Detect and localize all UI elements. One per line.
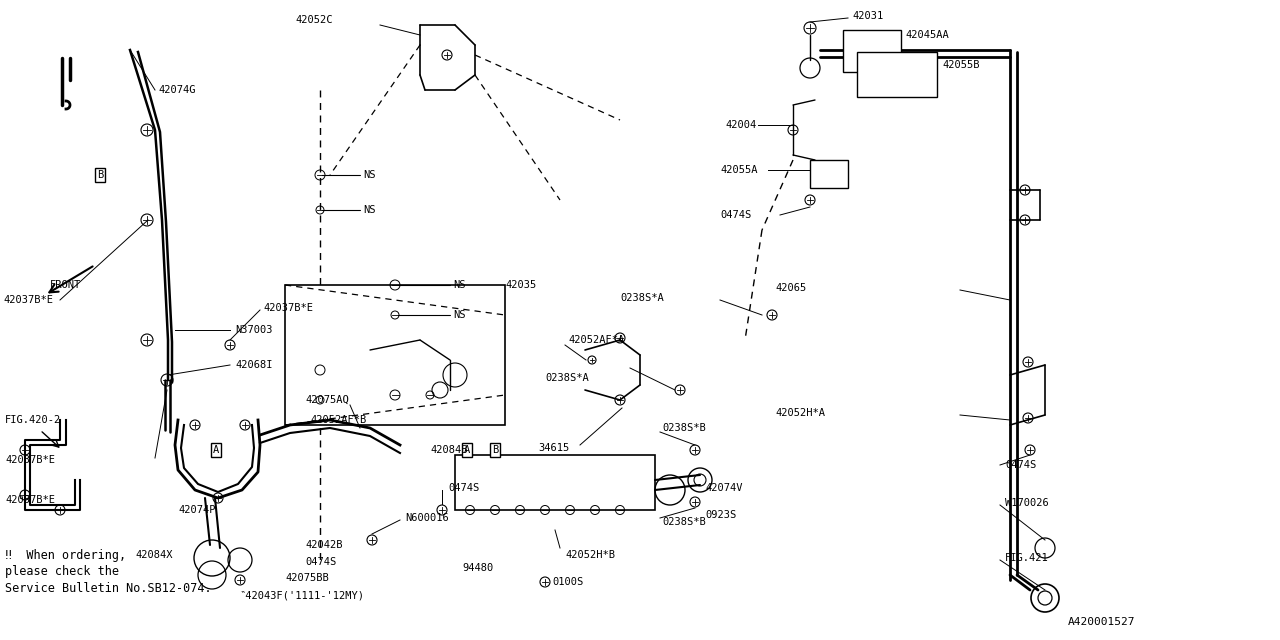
Text: 0238S*A: 0238S*A (620, 293, 664, 303)
Text: N600016: N600016 (404, 513, 449, 523)
Text: 42055B: 42055B (942, 60, 979, 70)
Text: B: B (492, 445, 498, 455)
Text: 42052AF*A: 42052AF*A (568, 335, 625, 345)
Text: 42068I: 42068I (236, 360, 273, 370)
Text: 0474S: 0474S (719, 210, 751, 220)
Text: 42045AA: 42045AA (905, 30, 948, 40)
Text: 42052H*B: 42052H*B (564, 550, 614, 560)
Bar (454, 455, 655, 510)
Text: FIG.420-2: FIG.420-2 (5, 415, 61, 425)
Text: 42074G: 42074G (157, 85, 196, 95)
Text: 42084B: 42084B (430, 445, 467, 455)
Text: 42074P: 42074P (178, 505, 215, 515)
Text: 42037B*E: 42037B*E (3, 295, 52, 305)
Text: 42052C: 42052C (294, 15, 333, 25)
Text: 42042B: 42042B (305, 540, 343, 550)
Text: 42037B*E: 42037B*E (5, 455, 55, 465)
Bar (285, 285, 506, 425)
Text: 0474S: 0474S (448, 483, 479, 493)
Text: NS: NS (453, 310, 466, 320)
Text: NS: NS (364, 205, 375, 215)
Text: 42052H*A: 42052H*A (774, 408, 826, 418)
Text: 0238S*A: 0238S*A (545, 373, 589, 383)
Text: NS: NS (364, 170, 375, 180)
Text: 42031: 42031 (852, 11, 883, 21)
Text: please check the: please check the (5, 566, 119, 579)
Bar (844, 30, 901, 72)
Text: 42075AQ: 42075AQ (305, 395, 348, 405)
Text: FIG.421: FIG.421 (1005, 553, 1048, 563)
Text: FRONT: FRONT (50, 280, 81, 290)
Bar (810, 160, 849, 188)
Text: 42084X: 42084X (134, 550, 173, 560)
Text: NS: NS (453, 280, 466, 290)
Text: 0238S*B: 0238S*B (662, 423, 705, 433)
Text: 42035: 42035 (506, 280, 536, 290)
Text: 42065: 42065 (774, 283, 806, 293)
Text: 42052AF*B: 42052AF*B (310, 415, 366, 425)
Text: 0100S: 0100S (552, 577, 584, 587)
Text: B: B (97, 170, 104, 180)
Text: Service Bulletin No.SB12-074.: Service Bulletin No.SB12-074. (5, 582, 211, 595)
Text: 42074V: 42074V (705, 483, 742, 493)
Text: ‶42043F('1111-'12MY): ‶42043F('1111-'12MY) (241, 590, 365, 600)
Text: 42037B*E: 42037B*E (5, 495, 55, 505)
Text: 42037B*E: 42037B*E (262, 303, 314, 313)
Text: A420001527: A420001527 (1068, 617, 1135, 627)
Text: 34615: 34615 (538, 443, 570, 453)
Text: W170026: W170026 (1005, 498, 1048, 508)
Bar (858, 52, 937, 97)
Text: ‼  When ordering,: ‼ When ordering, (5, 548, 127, 561)
Text: N37003: N37003 (236, 325, 273, 335)
Text: 42055A: 42055A (719, 165, 758, 175)
Text: 42075BB: 42075BB (285, 573, 329, 583)
Text: 0474S: 0474S (1005, 460, 1037, 470)
Text: 0474S: 0474S (305, 557, 337, 567)
Text: 0923S: 0923S (705, 510, 736, 520)
Text: 94480: 94480 (462, 563, 493, 573)
Text: 42004: 42004 (724, 120, 756, 130)
Text: A: A (463, 445, 470, 455)
Text: A: A (212, 445, 219, 455)
Text: 0238S*B: 0238S*B (662, 517, 705, 527)
